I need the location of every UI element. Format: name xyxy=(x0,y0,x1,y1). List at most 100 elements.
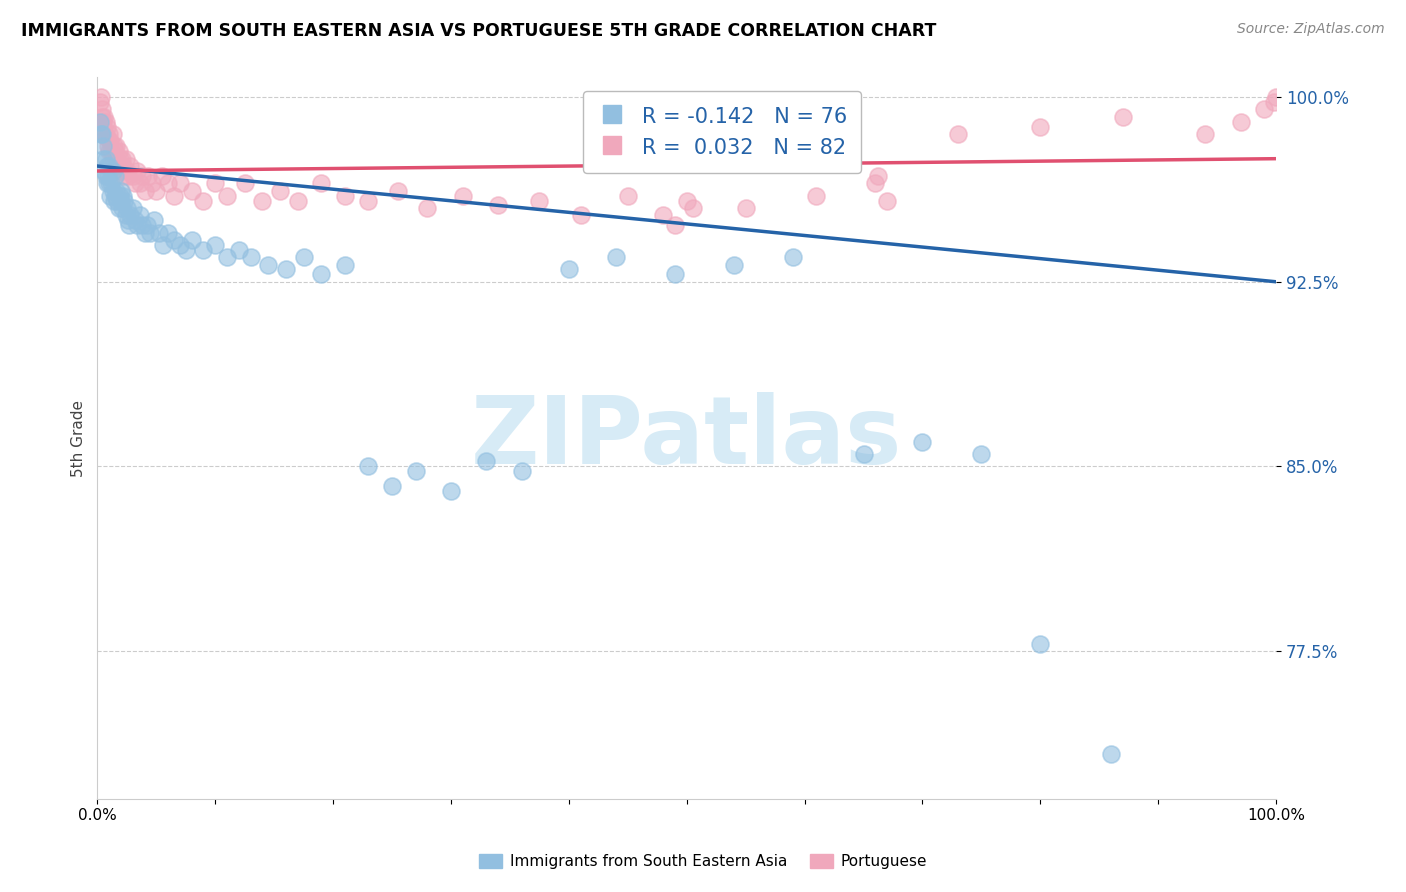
Point xyxy=(876,194,898,208)
Point xyxy=(333,188,356,202)
Point xyxy=(105,184,128,198)
Point xyxy=(110,184,132,198)
Point xyxy=(782,250,804,264)
Point xyxy=(269,184,291,198)
Point xyxy=(617,188,640,202)
Point xyxy=(416,201,439,215)
Point xyxy=(115,164,138,178)
Legend: Immigrants from South Eastern Asia, Portuguese: Immigrants from South Eastern Asia, Port… xyxy=(472,848,934,875)
Point xyxy=(145,184,167,198)
Point xyxy=(1099,747,1122,762)
Point xyxy=(107,201,129,215)
Point xyxy=(108,152,131,166)
Point xyxy=(117,169,139,183)
Point xyxy=(101,164,124,178)
Point xyxy=(101,184,124,198)
Point xyxy=(98,176,121,190)
Point xyxy=(163,188,186,202)
Point xyxy=(104,188,127,202)
Point xyxy=(97,139,120,153)
Point xyxy=(114,208,136,222)
Point xyxy=(257,258,280,272)
Point xyxy=(96,176,118,190)
Point xyxy=(157,226,180,240)
Point xyxy=(90,90,112,104)
Point xyxy=(128,208,150,222)
Point xyxy=(135,218,157,232)
Point xyxy=(387,184,409,198)
Point xyxy=(311,176,333,190)
Point xyxy=(131,169,153,183)
Point xyxy=(1229,114,1251,128)
Point xyxy=(292,250,315,264)
Point xyxy=(174,243,197,257)
Point xyxy=(1265,90,1288,104)
Point xyxy=(131,218,153,232)
Point xyxy=(169,176,191,190)
Point xyxy=(852,447,875,461)
Point xyxy=(98,127,121,141)
Legend: R = -0.142   N = 76, R =  0.032   N = 82: R = -0.142 N = 76, R = 0.032 N = 82 xyxy=(583,91,860,173)
Point xyxy=(865,176,887,190)
Point xyxy=(128,176,150,190)
Point xyxy=(180,184,202,198)
Point xyxy=(93,164,115,178)
Point xyxy=(193,194,215,208)
Point xyxy=(136,169,159,183)
Point xyxy=(120,159,142,173)
Point xyxy=(193,243,215,257)
Point xyxy=(675,194,697,208)
Point xyxy=(94,129,117,144)
Point xyxy=(1112,110,1135,124)
Point xyxy=(252,194,274,208)
Point xyxy=(682,201,704,215)
Point xyxy=(180,233,202,247)
Point xyxy=(98,188,121,202)
Point xyxy=(94,114,117,128)
Point xyxy=(806,188,828,202)
Point xyxy=(569,208,592,222)
Point xyxy=(104,169,127,183)
Point xyxy=(381,479,404,493)
Point xyxy=(333,258,356,272)
Point xyxy=(121,201,143,215)
Point xyxy=(96,159,118,173)
Point xyxy=(124,176,146,190)
Point xyxy=(148,226,170,240)
Point xyxy=(405,464,427,478)
Point xyxy=(121,169,143,183)
Point xyxy=(1253,103,1275,117)
Point xyxy=(111,201,134,215)
Point xyxy=(91,103,114,117)
Point xyxy=(103,194,125,208)
Point xyxy=(105,194,128,208)
Text: IMMIGRANTS FROM SOUTH EASTERN ASIA VS PORTUGUESE 5TH GRADE CORRELATION CHART: IMMIGRANTS FROM SOUTH EASTERN ASIA VS PO… xyxy=(21,22,936,40)
Y-axis label: 5th Grade: 5th Grade xyxy=(72,400,86,476)
Point xyxy=(723,258,745,272)
Point xyxy=(134,184,156,198)
Point xyxy=(152,237,174,252)
Point xyxy=(664,268,686,282)
Point xyxy=(529,194,551,208)
Point xyxy=(558,262,581,277)
Point xyxy=(100,145,122,159)
Point xyxy=(117,213,139,227)
Point xyxy=(440,483,463,498)
Point xyxy=(103,139,125,153)
Point xyxy=(97,169,120,183)
Point xyxy=(101,152,124,166)
Point xyxy=(91,152,114,166)
Point xyxy=(105,139,128,153)
Point xyxy=(169,237,191,252)
Point xyxy=(866,169,889,183)
Point xyxy=(150,169,173,183)
Point xyxy=(142,213,165,227)
Point xyxy=(110,194,132,208)
Point xyxy=(89,95,111,109)
Point xyxy=(127,164,149,178)
Point xyxy=(91,114,114,128)
Point xyxy=(112,159,135,173)
Point xyxy=(1029,120,1052,134)
Point xyxy=(1029,637,1052,651)
Point xyxy=(94,169,117,183)
